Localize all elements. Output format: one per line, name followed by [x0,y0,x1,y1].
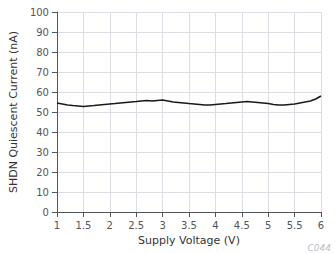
svg-text:90: 90 [36,27,49,38]
svg-text:SHDN Quiescent Current (nA): SHDN Quiescent Current (nA) [7,31,20,193]
svg-text:3.5: 3.5 [181,220,197,231]
svg-text:1.5: 1.5 [75,220,91,231]
svg-text:4: 4 [212,220,218,231]
svg-text:6: 6 [318,220,324,231]
svg-text:20: 20 [36,167,49,178]
svg-text:40: 40 [36,127,49,138]
svg-text:0: 0 [43,207,49,218]
svg-text:4.5: 4.5 [234,220,250,231]
svg-text:C044: C044 [308,243,332,253]
svg-text:1: 1 [54,220,60,231]
svg-text:2.5: 2.5 [128,220,144,231]
svg-text:5.5: 5.5 [287,220,303,231]
svg-text:5: 5 [265,220,271,231]
svg-text:Supply Voltage (V): Supply Voltage (V) [138,234,240,247]
svg-text:3: 3 [159,220,165,231]
svg-text:100: 100 [30,7,49,18]
svg-text:70: 70 [36,67,49,78]
svg-text:80: 80 [36,47,49,58]
svg-text:10: 10 [36,187,49,198]
svg-text:50: 50 [36,107,49,118]
svg-text:2: 2 [107,220,113,231]
svg-text:60: 60 [36,87,49,98]
svg-text:30: 30 [36,147,49,158]
